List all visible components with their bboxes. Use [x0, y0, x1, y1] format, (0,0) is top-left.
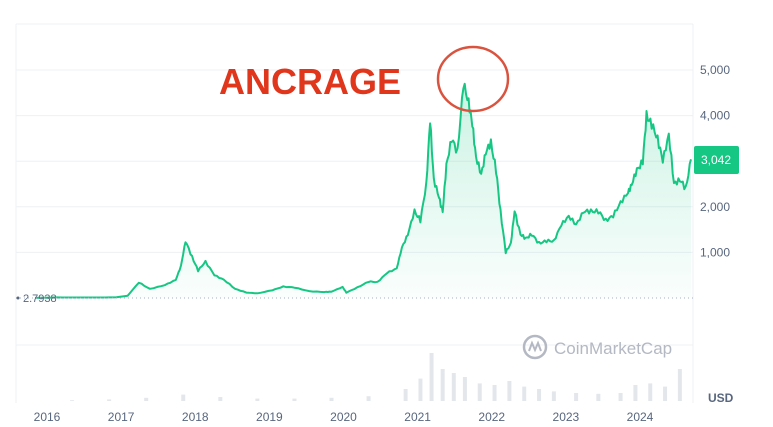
start-marker-dot [16, 296, 20, 300]
x-tick-label: 2017 [108, 410, 135, 424]
volume-bar [107, 399, 112, 401]
volume-bar [522, 386, 527, 401]
volume-bar [596, 393, 601, 401]
x-tick-label: 2022 [478, 410, 505, 424]
y-tick-label: 4,000 [700, 109, 730, 123]
current-price-badge [694, 146, 739, 174]
volume-bar [537, 389, 542, 401]
annotation-circle [436, 45, 510, 113]
x-tick-label: 2019 [256, 410, 283, 424]
volume-bar [633, 385, 638, 401]
price-line [34, 82, 692, 299]
volume-bar [403, 389, 408, 401]
volume-bar [677, 369, 682, 401]
volume-bar [429, 353, 434, 401]
start-value-label: 2.7938 [23, 293, 57, 305]
volume-bar [574, 393, 579, 401]
volume-bar [648, 383, 653, 401]
y-tick-label: 1,000 [700, 245, 730, 259]
annotation-text: ANCRAGE [219, 61, 401, 102]
current-price-label: 3,042 [701, 153, 731, 167]
volume-bar [440, 369, 445, 401]
volume-bars [70, 353, 682, 401]
y-tick-label: 2,000 [700, 200, 730, 214]
x-tick-label: 2023 [553, 410, 580, 424]
volume-bar [255, 398, 260, 401]
price-series-line [34, 82, 692, 299]
x-tick-label: 2016 [34, 410, 61, 424]
currency-label: USD [708, 391, 734, 405]
x-tick-label: 2018 [182, 410, 209, 424]
x-tick-label: 2024 [627, 410, 654, 424]
volume-bar [329, 397, 334, 401]
x-tick-label: 2021 [404, 410, 431, 424]
volume-bar [451, 373, 456, 401]
volume-bar [462, 377, 467, 401]
volume-bar [70, 400, 75, 401]
price-area [35, 83, 691, 298]
volume-bar [292, 398, 297, 401]
volume-bar [181, 394, 186, 401]
volume-bar [144, 397, 149, 401]
y-tick-label: 5,000 [700, 63, 730, 77]
volume-bar [507, 381, 512, 401]
coinmarketcap-logo-icon [522, 334, 548, 360]
volume-bar [663, 386, 668, 401]
x-tick-label: 2020 [330, 410, 357, 424]
volume-bar [477, 383, 482, 401]
volume-bar [551, 391, 556, 401]
volume-bar [618, 393, 623, 401]
x-axis-ticks: 2016 2017 2018 2019 2020 2021 2022 2023 2024 [34, 410, 654, 424]
volume-bar [492, 385, 497, 401]
coinmarketcap-watermark: CoinMarketCap [522, 334, 672, 360]
grid-lines [16, 69, 693, 253]
volume-bar [418, 378, 423, 401]
price-area-fill [35, 83, 691, 298]
volume-bar [218, 397, 223, 401]
watermark-text: CoinMarketCap [554, 339, 672, 358]
volume-bar [366, 396, 371, 401]
